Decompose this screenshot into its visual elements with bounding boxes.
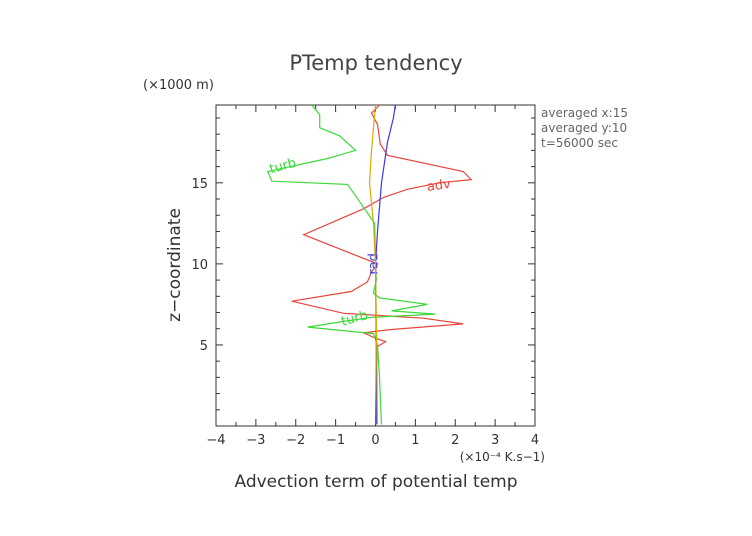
y-axis-label: z−coordinate [165,208,185,322]
series-line-turb [266,104,436,425]
info-line-1: averaged x:15 [541,106,628,120]
plot-area: −4 −3 −2 −1 0 1 2 3 4 5 10 15 adv turb turb rad [191,104,539,448]
info-line-2: averaged y:10 [541,121,627,135]
y-unit-label: (×1000 m) [143,78,214,93]
x-tick-label: 3 [491,433,499,448]
series-label-adv: adv [426,177,452,195]
y-tick-label: 10 [191,258,208,273]
series-line-adv [291,104,473,425]
x-tick-label: −4 [206,433,225,448]
x-tick-label: 1 [411,433,419,448]
x-tick-label: −1 [326,433,345,448]
x-tick-label: −2 [286,433,305,448]
series-line-reference [368,104,379,425]
y-tick-label: 5 [200,339,208,354]
series-label-turb-2: turb [340,308,370,329]
x-tick-label: 4 [531,433,539,448]
x-tick-label: 0 [371,433,379,448]
x-unit-label: (×10⁻⁴ K.s−1) [460,450,545,464]
series-label-turb: turb [268,156,298,177]
chart-title: PTemp tendency [289,51,462,75]
x-axis-label: Advection term of potential temp [234,472,517,492]
x-tick-label: 2 [451,433,459,448]
info-line-3: t=56000 sec [541,136,618,150]
y-tick-label: 15 [191,177,208,192]
series-label-rad: rad [366,253,381,275]
x-tick-label: −3 [246,433,265,448]
